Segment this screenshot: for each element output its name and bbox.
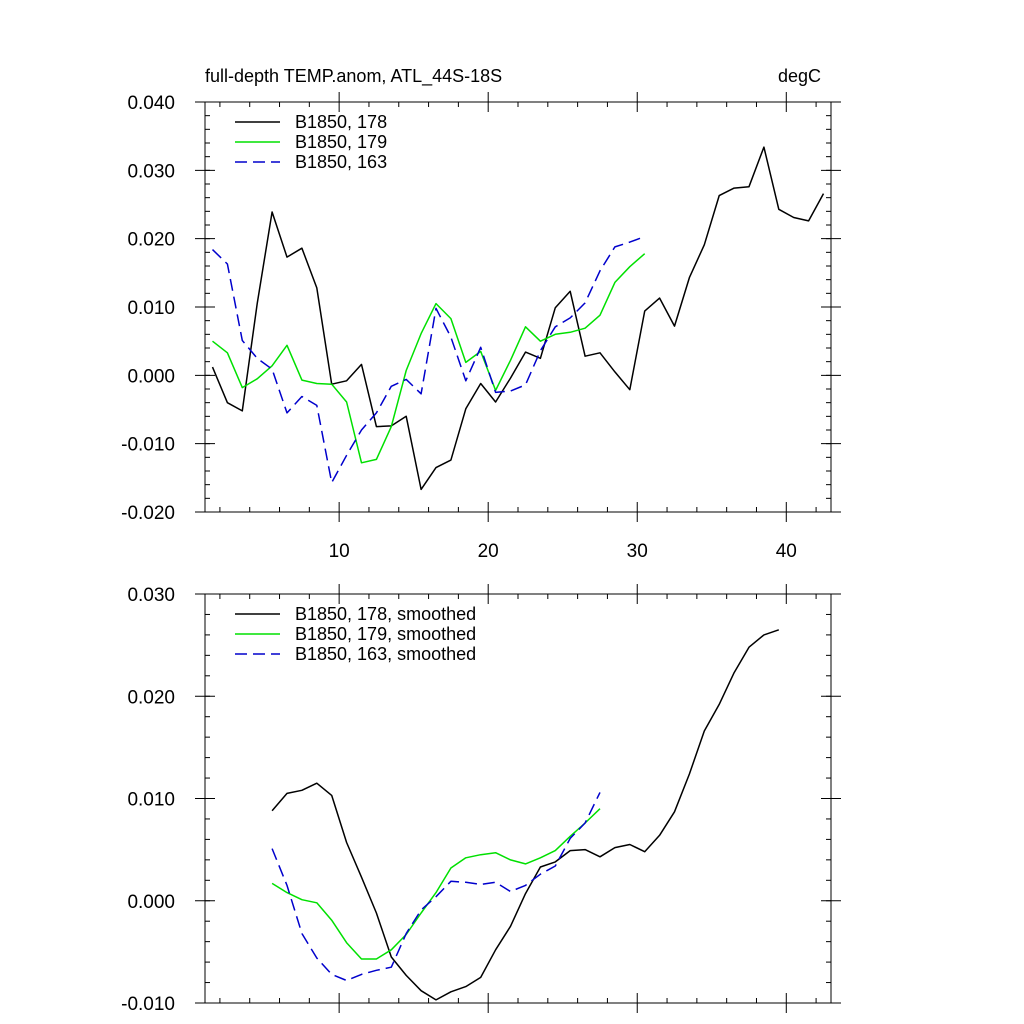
y-tick-label: 0.040	[127, 93, 175, 114]
chart-title: full-depth TEMP.anom, ATL_44S-18S	[205, 66, 502, 87]
x-tick-label: 20	[478, 541, 499, 562]
x-tick-label: 30	[627, 541, 648, 562]
y-tick-label: -0.010	[121, 994, 175, 1015]
y-tick-label: 0.000	[127, 892, 175, 913]
x-tick-label: 10	[329, 541, 350, 562]
series-line-b1850-163-smoothed	[271, 792, 601, 982]
legend-label: B1850, 179	[295, 132, 387, 152]
panel-top: -0.020 -0.010 0.000 0.010 0.020 0.030 0.040 10 2…	[121, 66, 841, 562]
series-line-b1850-179-smoothed	[271, 808, 601, 960]
y-tick-label: 0.010	[127, 790, 175, 811]
legend-label: B1850, 178	[295, 112, 387, 132]
y-tick-label: 0.000	[127, 366, 175, 387]
y-tick-label: -0.010	[121, 435, 175, 456]
legend-label: B1850, 179, smoothed	[295, 624, 476, 644]
series-line-b1850-179	[212, 253, 646, 464]
legend-label: B1850, 178, smoothed	[295, 604, 476, 624]
y-tick-label: 0.030	[127, 585, 175, 606]
y-tick-label: -0.020	[121, 503, 175, 524]
series-line-b1850-178-smoothed	[271, 629, 780, 1001]
y-tick-label: 0.030	[127, 161, 175, 182]
units-label: degC	[778, 66, 821, 86]
y-tick-label: 0.020	[127, 230, 175, 251]
y-tick-label: 0.020	[127, 687, 175, 708]
y-tick-label: 0.010	[127, 298, 175, 319]
x-tick-label: 40	[776, 541, 797, 562]
series-line-b1850-178	[211, 146, 825, 491]
legend-label: B1850, 163	[295, 152, 387, 172]
legend-label: B1850, 163, smoothed	[295, 644, 476, 664]
panel-bottom: -0.010 0.000 0.010 0.020 0.030 B1850, 178, sm…	[121, 584, 841, 1015]
